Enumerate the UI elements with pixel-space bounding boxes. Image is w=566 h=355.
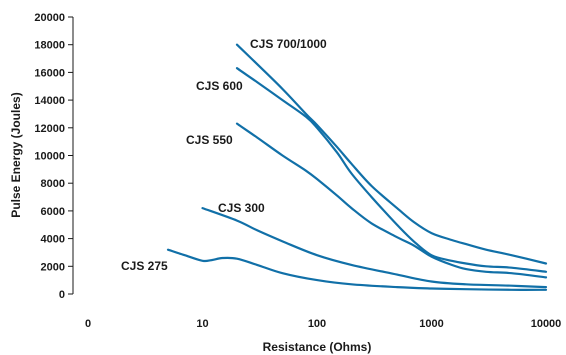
series-labels: CJS 700/1000 CJS 600 CJS 550 CJS 300 CJS 275 [121, 37, 327, 273]
y-tick-label: 4000 [41, 234, 65, 246]
series-label: CJS 300 [218, 201, 265, 215]
x-tick-label: 0 [85, 318, 91, 330]
y-tick-label: 10000 [34, 151, 65, 163]
y-tick-label: 6000 [41, 206, 65, 218]
x-tick-label: 10 [196, 318, 208, 330]
y-axis-ticks: 0 2000 4000 6000 8000 10000 12000 14000 16000 180… [34, 12, 73, 301]
y-tick-label: 8000 [41, 178, 65, 190]
series-line [235, 43, 548, 265]
y-tick-label: 14000 [34, 95, 65, 107]
x-tick-label: 10000 [531, 318, 562, 330]
y-tick-label: 20000 [34, 12, 65, 24]
y-tick-label: 2000 [41, 261, 65, 273]
x-tick-label: 1000 [419, 318, 443, 330]
series-line [166, 248, 548, 291]
x-axis-ticks: 0 10 100 1000 10000 [85, 318, 561, 330]
series-label: CJS 600 [196, 79, 243, 93]
series-label: CJS 275 [121, 259, 168, 273]
series-lines [166, 43, 548, 291]
y-tick-label: 16000 [34, 67, 65, 79]
x-tick-label: 100 [308, 318, 326, 330]
y-tick-label: 12000 [34, 123, 65, 135]
series-line [235, 122, 548, 279]
y-tick-label: 0 [59, 289, 65, 301]
series-line [201, 207, 548, 289]
series-label: CJS 700/1000 [250, 37, 327, 51]
series-line [235, 67, 548, 273]
x-axis-title: Resistance (Ohms) [263, 340, 372, 354]
series-label: CJS 550 [186, 133, 233, 147]
y-tick-label: 18000 [34, 40, 65, 52]
y-axis-title: Pulse Energy (Joules) [9, 92, 23, 217]
